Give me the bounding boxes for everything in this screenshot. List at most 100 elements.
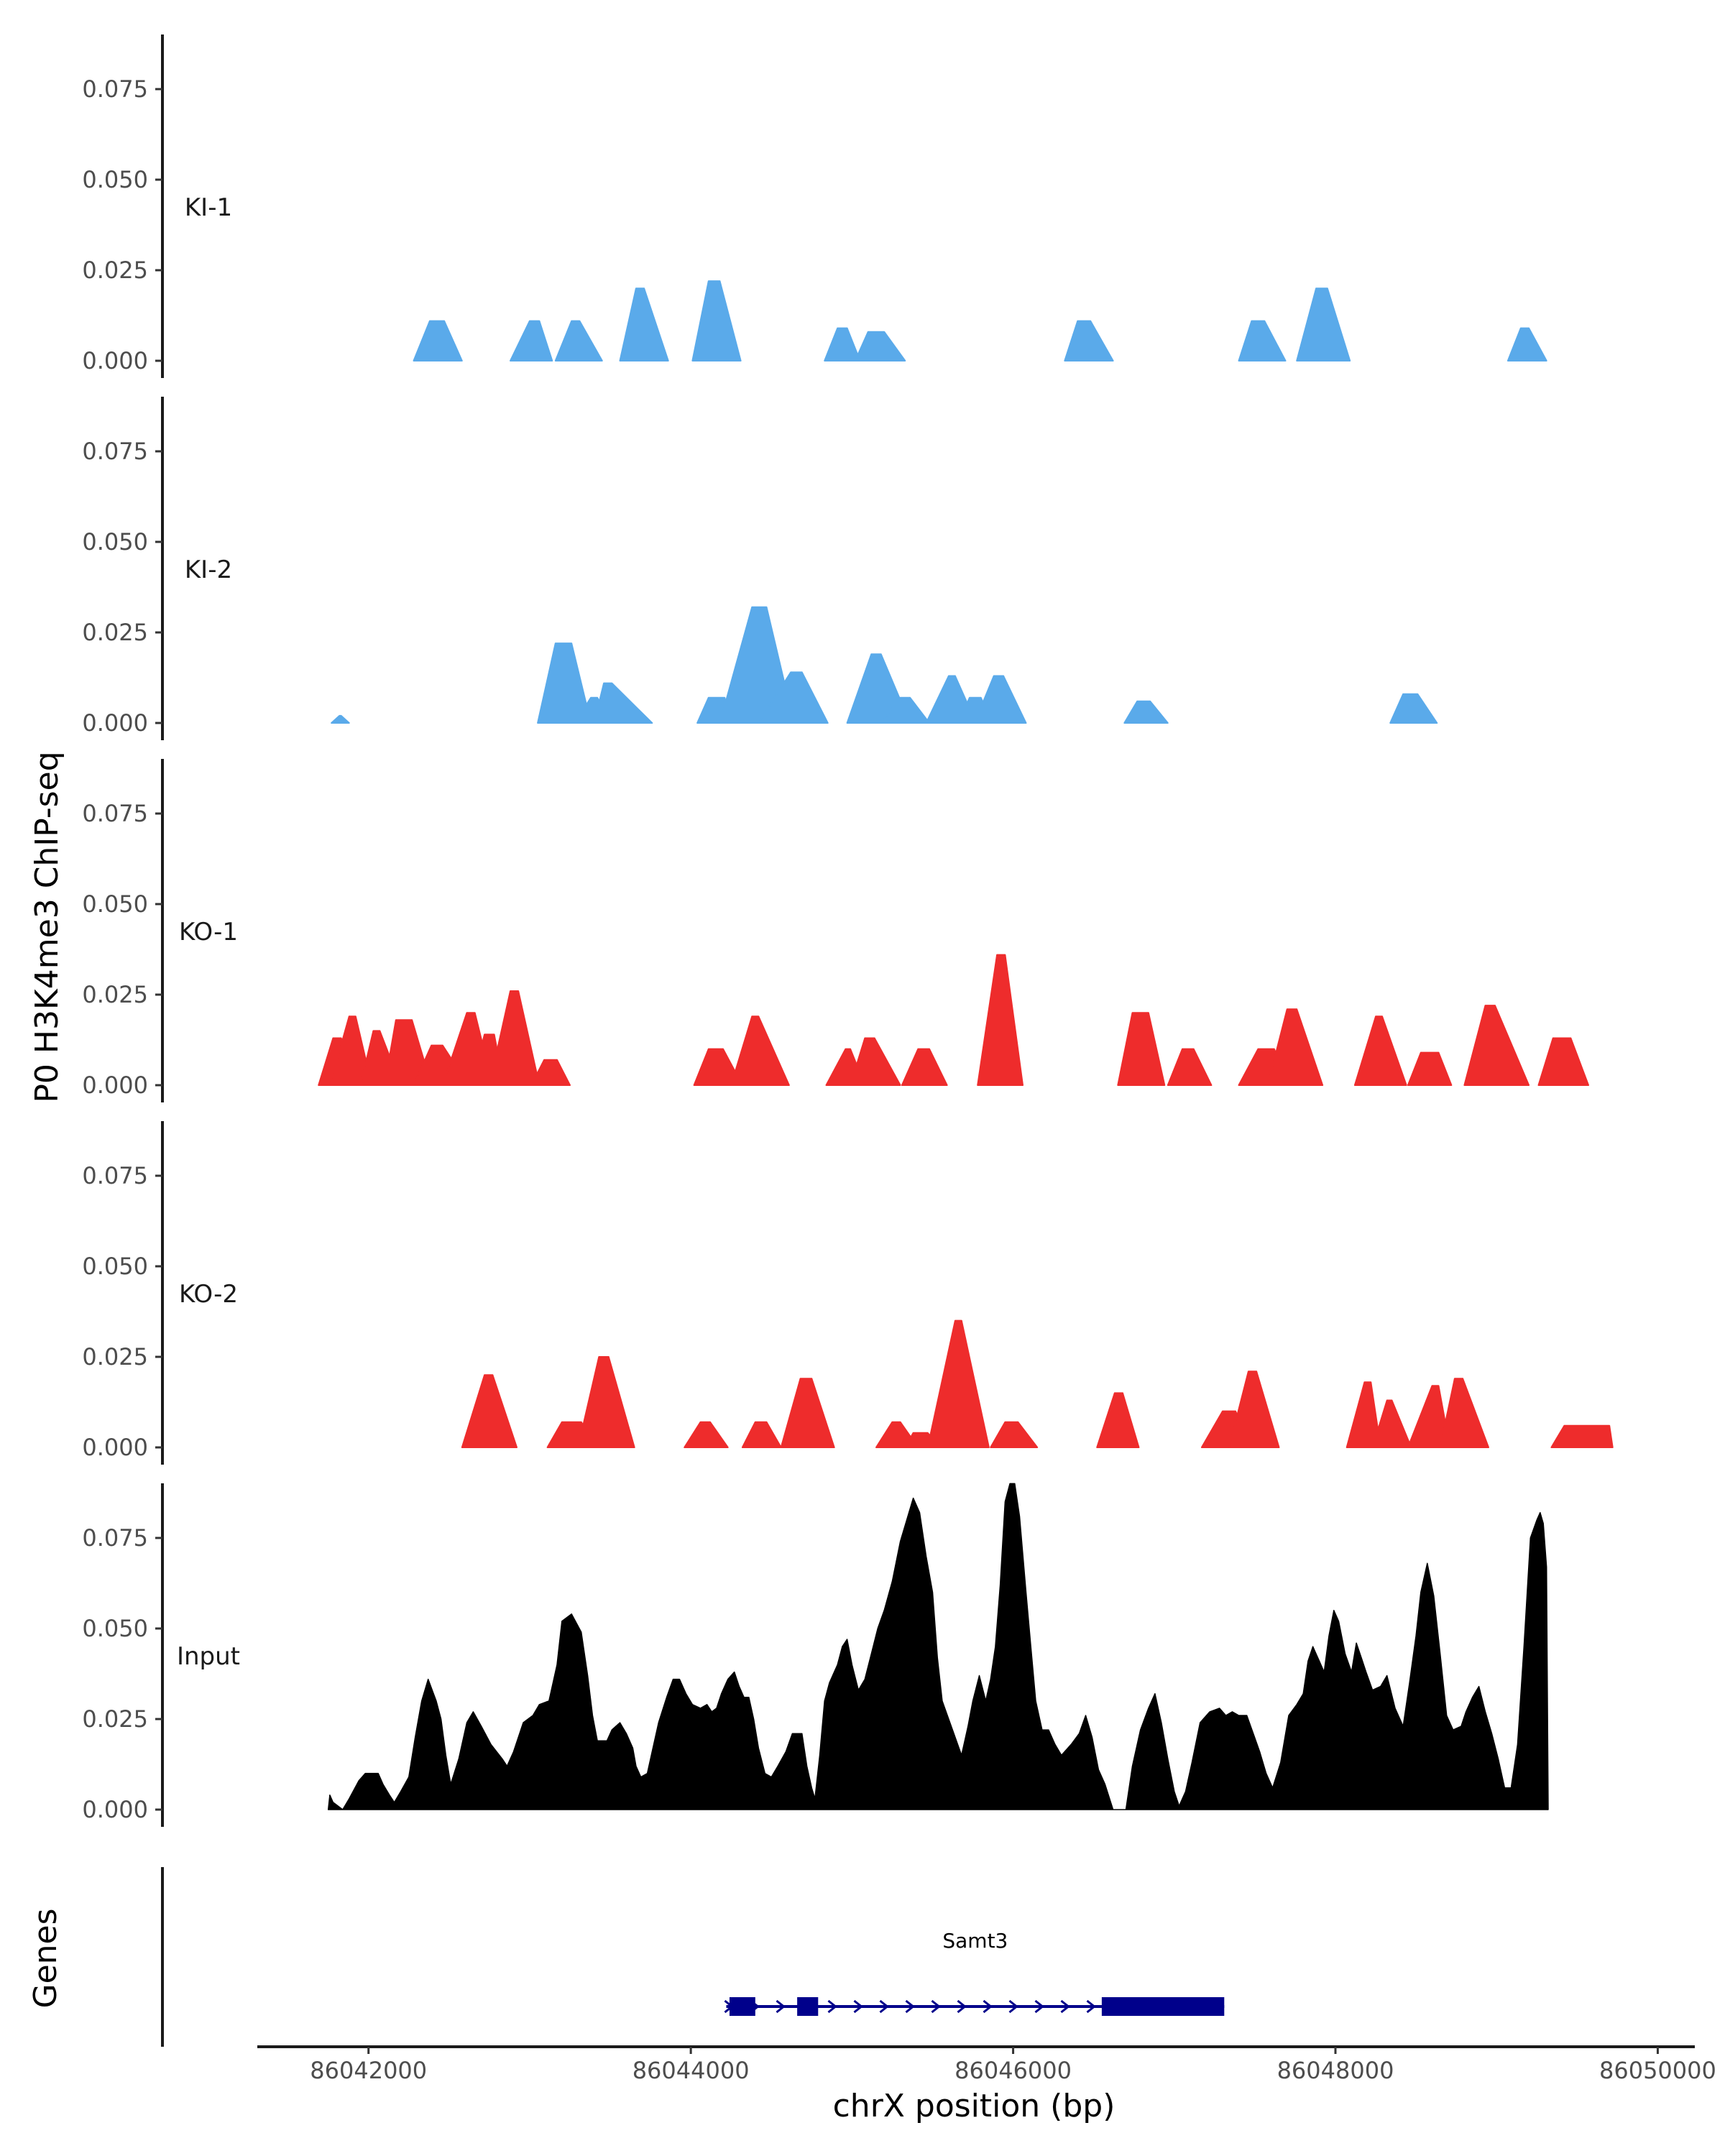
y-tick-label-ki-1-0: 0.000	[82, 347, 148, 374]
peak-ko-2-17	[1439, 1378, 1489, 1448]
peak-ko-1-15	[977, 954, 1024, 1086]
peak-ki-1-3	[554, 320, 603, 361]
peak-ko-2-9	[926, 1319, 990, 1448]
y-tick-label-ki-1-3: 0.075	[82, 75, 148, 103]
peak-ki-1-4	[619, 287, 669, 361]
strand-arrow-samt3-9	[957, 1999, 967, 2014]
peak-ko-2-4	[684, 1421, 729, 1448]
gene-samt3: Samt3	[724, 1929, 1225, 2016]
y-tick-label-ki-2-0: 0.000	[82, 709, 148, 737]
peak-ki-2-13	[1123, 700, 1169, 724]
y-axis-title: P0 H3K4me3 ChIP-seq	[29, 751, 65, 1102]
peak-ko-1-19	[1266, 1008, 1324, 1086]
peak-ki-1-8	[1064, 320, 1114, 361]
peak-ki-1-5	[691, 280, 742, 361]
strand-arrow-samt3-2	[776, 1999, 786, 2014]
peak-ko-1-16	[1117, 1012, 1166, 1086]
strand-arrow-samt3-4	[827, 1999, 837, 2014]
exon-samt3-1	[729, 1997, 755, 2016]
y-tick-label-ko-2-3: 0.075	[82, 1162, 148, 1189]
track-label-input: Input	[177, 1642, 240, 1671]
x-tick-label-0: 86042000	[310, 2057, 427, 2084]
peak-ki-1-1	[413, 320, 463, 361]
peak-ko-2-16	[1407, 1385, 1451, 1448]
y-tick-label-ko-1-1: 0.025	[82, 981, 148, 1008]
peak-ki-1-11	[1506, 327, 1547, 361]
peak-ki-1-7	[854, 331, 906, 361]
strand-arrow-samt3-8	[931, 1999, 941, 2014]
peak-ko-2-13	[1228, 1370, 1280, 1448]
strand-arrow-samt3-5	[853, 1999, 863, 2014]
x-tick-label-1: 86044000	[632, 2057, 750, 2084]
y-tick-label-ki-2-1: 0.025	[82, 619, 148, 646]
track-ki-2: 0.000 0.025 0.050 0.075 KI-2	[82, 397, 1438, 740]
peak-ko-2-1	[461, 1374, 518, 1448]
x-tick-label-2: 86046000	[954, 2057, 1072, 2084]
exon-samt3-3	[1101, 1997, 1225, 2016]
peak-ko-2-18	[1550, 1424, 1614, 1448]
peak-ki-2-7	[758, 671, 829, 724]
y-tick-label-ko-1-2: 0.050	[82, 890, 148, 918]
y-tick-label-ki-2-3: 0.075	[82, 438, 148, 465]
peak-ko-2-5	[741, 1421, 782, 1448]
peak-ko-1-9	[530, 1059, 571, 1086]
exon-samt3-2	[797, 1997, 819, 2016]
peak-ko-1-8	[488, 990, 540, 1086]
y-tick-label-ko-2-2: 0.050	[82, 1253, 148, 1280]
track-ki-1: 0.000 0.025 0.050 0.075 KI-1	[82, 34, 1547, 378]
peak-ko-1-10	[693, 1048, 743, 1086]
strand-arrow-samt3-12	[1034, 1999, 1044, 2014]
y-tick-label-input-3: 0.075	[82, 1524, 148, 1552]
x-axis-title: chrX position (bp)	[833, 2088, 1116, 2124]
genes-axis-title: Genes	[27, 1908, 64, 2008]
track-label-ki-2: KI-2	[185, 556, 232, 584]
peak-ki-2-14	[1389, 693, 1438, 724]
peak-ki-2-4	[593, 682, 653, 724]
peak-ko-1-17	[1167, 1048, 1213, 1086]
peak-ki-2-1	[331, 714, 350, 724]
y-tick-label-ki-1-1: 0.025	[82, 257, 148, 284]
x-axis: 86042000 86044000 86046000 86048000 86050000	[257, 2045, 1716, 2084]
tracks-layer: 0.0000.0250.0500.075KI-10.0000.0250.0500…	[82, 34, 1614, 1827]
peak-ki-1-6	[824, 327, 861, 361]
peak-ki-2-9	[880, 696, 930, 724]
track-input: 0.000 0.025 0.050 0.075 Input	[82, 1483, 1549, 1827]
peak-ko-1-13	[850, 1037, 901, 1086]
strand-arrow-samt3-6	[879, 1999, 889, 2014]
y-tick-label-ko-2-1: 0.025	[82, 1343, 148, 1370]
peak-ko-2-7	[875, 1421, 919, 1448]
strand-arrow-samt3-7	[905, 1999, 915, 2014]
genes-layer: Samt3	[161, 1867, 1225, 2047]
x-tick-label-3: 86048000	[1277, 2057, 1394, 2084]
signal-input	[327, 1483, 1549, 1810]
strand-arrow-samt3-10	[983, 1999, 993, 2014]
track-label-ki-1: KI-1	[185, 193, 232, 222]
track-ko-1: 0.000 0.025 0.050 0.075 KO-1	[82, 759, 1589, 1102]
peak-ki-1-9	[1238, 320, 1287, 361]
peak-ko-2-10	[990, 1421, 1039, 1448]
y-tick-label-input-1: 0.025	[82, 1705, 148, 1733]
y-tick-label-input-0: 0.000	[82, 1796, 148, 1823]
strand-arrow-samt3-14	[1086, 1999, 1096, 2014]
peak-ko-2-15	[1371, 1399, 1412, 1448]
peak-ko-1-11	[730, 1015, 790, 1086]
y-tick-label-ko-1-0: 0.000	[82, 1072, 148, 1099]
gene-label-samt3: Samt3	[942, 1929, 1008, 1953]
peak-ki-1-10	[1296, 287, 1351, 361]
peak-ko-2-6	[780, 1378, 835, 1448]
peak-ko-1-21	[1407, 1051, 1453, 1086]
peak-ko-1-20	[1353, 1015, 1407, 1086]
peak-ki-1-2	[510, 320, 553, 361]
peak-ko-1-23	[1537, 1037, 1589, 1086]
track-ko-2: 0.000 0.025 0.050 0.075 KO-2	[82, 1121, 1614, 1465]
peak-ko-2-3	[577, 1356, 635, 1448]
strand-arrow-samt3-11	[1008, 1999, 1018, 2014]
strand-arrow-samt3-13	[1060, 1999, 1070, 2014]
peak-ko-1-22	[1463, 1005, 1530, 1086]
track-label-ko-2: KO-2	[179, 1280, 238, 1309]
peak-ki-2-12	[973, 675, 1027, 724]
y-tick-label-input-2: 0.050	[82, 1615, 148, 1642]
y-tick-label-ki-2-2: 0.050	[82, 528, 148, 556]
y-tick-label-ko-1-3: 0.075	[82, 800, 148, 827]
